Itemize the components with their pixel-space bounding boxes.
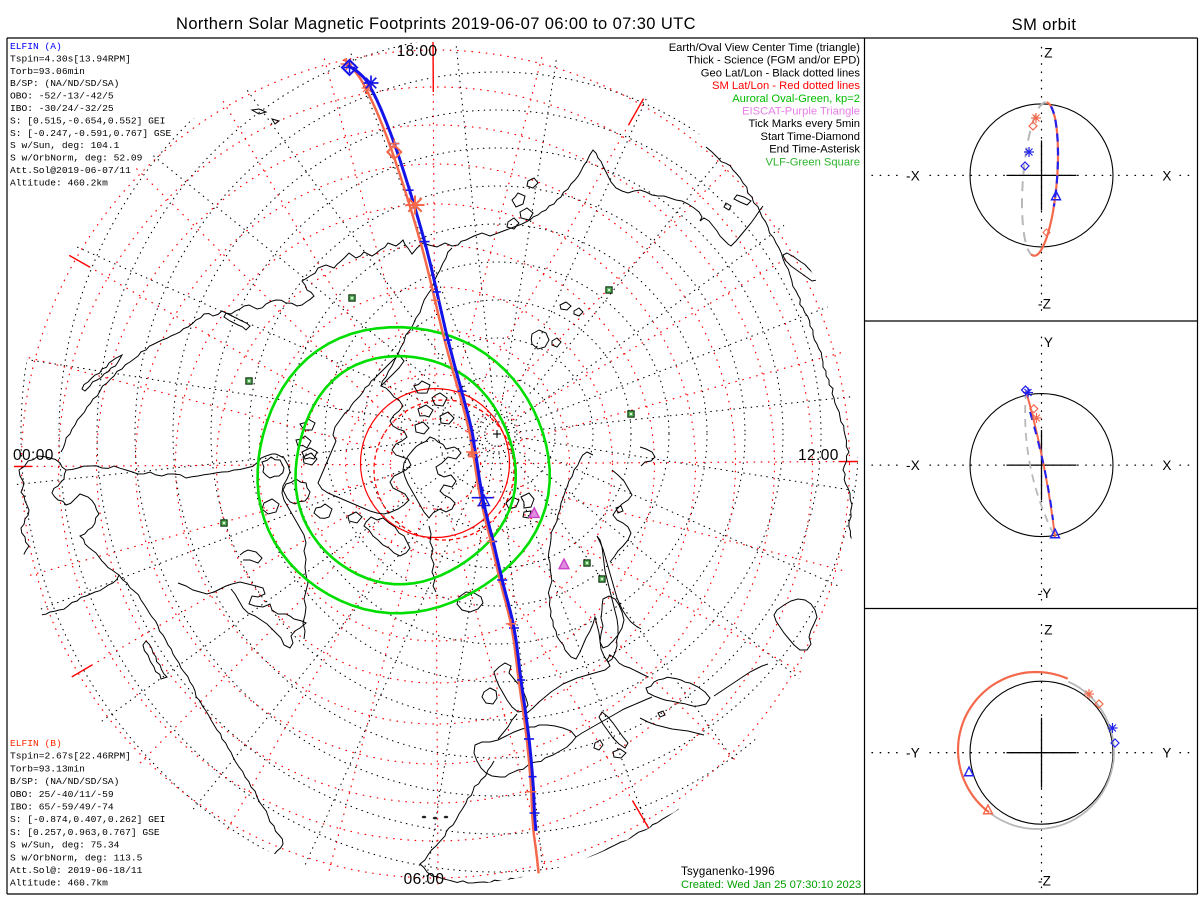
svg-text:Z: Z [1044, 45, 1053, 60]
svg-text:S w/OrbNorm, deg: 113.5: S w/OrbNorm, deg: 113.5 [10, 852, 143, 863]
svg-text:Thick - Science (FGM and/or EP: Thick - Science (FGM and/or EPD) [687, 55, 860, 67]
svg-text:OBO: -52/-13/-42/5: OBO: -52/-13/-42/5 [10, 91, 114, 102]
svg-text:SM orbit: SM orbit [1012, 16, 1077, 34]
svg-text:S w/Sun, deg: 104.1: S w/Sun, deg: 104.1 [10, 140, 120, 151]
svg-text:Northern Solar Magnetic Footpr: Northern Solar Magnetic Footprints 2019-… [176, 15, 696, 33]
svg-text:Altitude: 460.2km: Altitude: 460.2km [10, 177, 108, 188]
svg-text:S: [0.257,0.963,0.767] GSE: S: [0.257,0.963,0.767] GSE [10, 827, 160, 838]
svg-text:Altitude: 460.7km: Altitude: 460.7km [10, 878, 108, 889]
svg-text:End Time-Asterisk: End Time-Asterisk [769, 144, 860, 156]
svg-text:00:00: 00:00 [13, 447, 54, 464]
svg-text:Start Time-Diamond: Start Time-Diamond [761, 131, 860, 143]
svg-text:ELFIN (B): ELFIN (B) [10, 738, 62, 749]
svg-text:S: [-0.874,0.407,0.262] GEI: S: [-0.874,0.407,0.262] GEI [10, 814, 165, 825]
svg-text:Torb=93.06min: Torb=93.06min [10, 66, 85, 77]
svg-text:Y: Y [1044, 335, 1053, 350]
svg-text:-Z: -Z [1038, 296, 1051, 311]
svg-text:-Y: -Y [906, 746, 920, 761]
svg-text:Y: Y [1162, 746, 1171, 761]
svg-text:IBO: 65/-59/49/-74: IBO: 65/-59/49/-74 [10, 802, 114, 813]
svg-text:Geo Lat/Lon - Black dotted lin: Geo Lat/Lon - Black dotted lines [701, 67, 861, 79]
svg-text:Att.Sol@: 2019-06-18/11: Att.Sol@: 2019-06-18/11 [10, 865, 143, 876]
svg-text:S w/Sun, deg: 75.34: S w/Sun, deg: 75.34 [10, 840, 120, 851]
svg-text:EISCAT-Purple Triangle: EISCAT-Purple Triangle [742, 106, 860, 118]
svg-text:S: [-0.247,-0.591,0.767] GSE: S: [-0.247,-0.591,0.767] GSE [10, 128, 171, 139]
svg-text:Tspin=4.30s[13.94RPM]: Tspin=4.30s[13.94RPM] [10, 53, 131, 64]
svg-text:ELFIN (A): ELFIN (A) [10, 41, 62, 52]
svg-text:S: [0.515,-0.654,0.552] GEI: S: [0.515,-0.654,0.552] GEI [10, 115, 165, 126]
svg-text:Att.Sol@2019-06-07/11: Att.Sol@2019-06-07/11 [10, 165, 131, 176]
svg-text:12:00: 12:00 [798, 447, 839, 464]
svg-text:Auroral Oval-Green, kp=2: Auroral Oval-Green, kp=2 [732, 93, 860, 105]
svg-text:Torb=93.13min: Torb=93.13min [10, 763, 85, 774]
svg-text:X: X [1162, 168, 1171, 183]
svg-text:B/SP: (NA/ND/SD/SA): B/SP: (NA/ND/SD/SA) [10, 776, 119, 787]
svg-text:-X: -X [906, 168, 920, 183]
svg-text:Tick Marks every 5min: Tick Marks every 5min [749, 118, 860, 130]
svg-text:IBO: -30/24/-32/25: IBO: -30/24/-32/25 [10, 103, 114, 114]
svg-text:06:00: 06:00 [404, 871, 445, 888]
svg-text:-Y: -Y [1037, 586, 1051, 601]
svg-text:Tspin=2.67s[22.46RPM]: Tspin=2.67s[22.46RPM] [10, 751, 131, 762]
svg-text:-Z: -Z [1038, 874, 1051, 889]
svg-text:Created: Wed Jan 25 07:30:10 2: Created: Wed Jan 25 07:30:10 2023 [681, 879, 861, 891]
svg-text:Tsyganenko-1996: Tsyganenko-1996 [681, 866, 775, 878]
svg-text:S w/OrbNorm, deg: 52.09: S w/OrbNorm, deg: 52.09 [10, 153, 143, 164]
svg-text:SM Lat/Lon - Red dotted lines: SM Lat/Lon - Red dotted lines [712, 80, 860, 92]
svg-text:OBO: 25/-40/11/-59: OBO: 25/-40/11/-59 [10, 789, 114, 800]
svg-text:Earth/Oval View Center Time (t: Earth/Oval View Center Time (triangle) [669, 42, 861, 54]
svg-text:VLF-Green Square: VLF-Green Square [765, 156, 860, 168]
svg-text:-X: -X [906, 458, 920, 473]
svg-text:B/SP: (NA/ND/SD/SA): B/SP: (NA/ND/SD/SA) [10, 78, 119, 89]
svg-text:18:00: 18:00 [397, 43, 438, 60]
svg-text:Z: Z [1044, 623, 1053, 638]
svg-text:X: X [1162, 458, 1171, 473]
